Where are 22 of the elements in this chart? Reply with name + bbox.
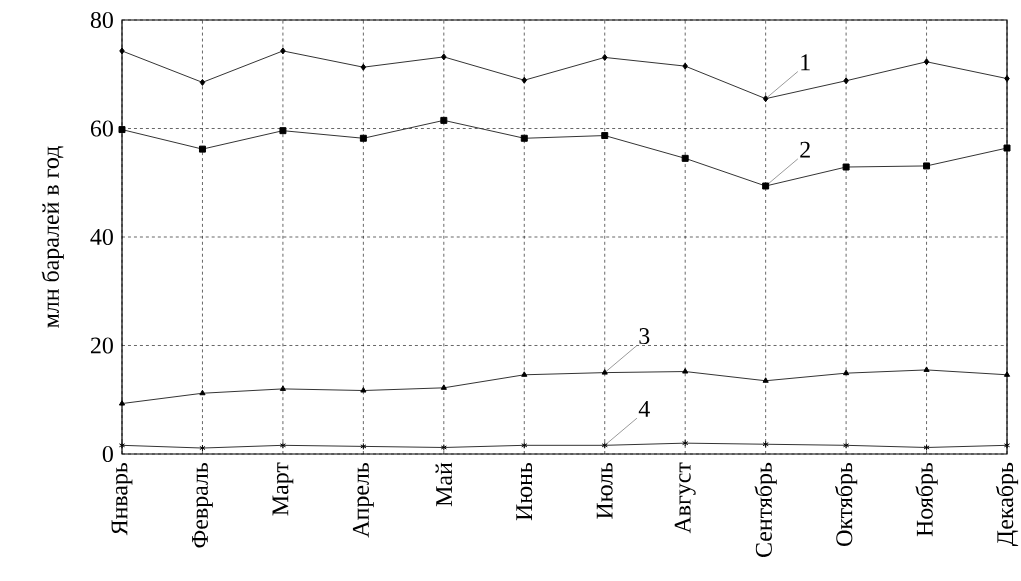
annotation: 1 [801, 54, 810, 71]
y-tick-label: 0 [102, 445, 113, 463]
x-tick-label: Декабрь [995, 462, 1019, 547]
x-tick-label: Июль [596, 462, 613, 519]
x-tick-label: Февраль [192, 462, 213, 548]
x-tick-label: Май [435, 462, 453, 507]
x-tick-label: Июнь [516, 462, 533, 521]
y-tick-label: 20 [90, 337, 113, 354]
y-tick-label: 80 [90, 11, 113, 29]
y-axis-title: млн баралей в год [41, 146, 64, 328]
x-tick-label: Январь [111, 462, 133, 536]
annotation: 2 [800, 141, 810, 158]
annotation: 4 [638, 401, 650, 417]
y-tick-label: 60 [90, 120, 113, 137]
x-tick-label: Август [674, 462, 696, 534]
x-tick-label: Октябрь [835, 462, 858, 546]
x-tick-label: Сентябрь [754, 462, 777, 557]
annotation: 3 [639, 328, 650, 345]
x-tick-label: Ноябрь [915, 462, 938, 537]
y-tick-label: 40 [90, 228, 113, 246]
x-tick-label: Апрель [352, 462, 374, 538]
x-tick-label: Март [272, 462, 294, 516]
